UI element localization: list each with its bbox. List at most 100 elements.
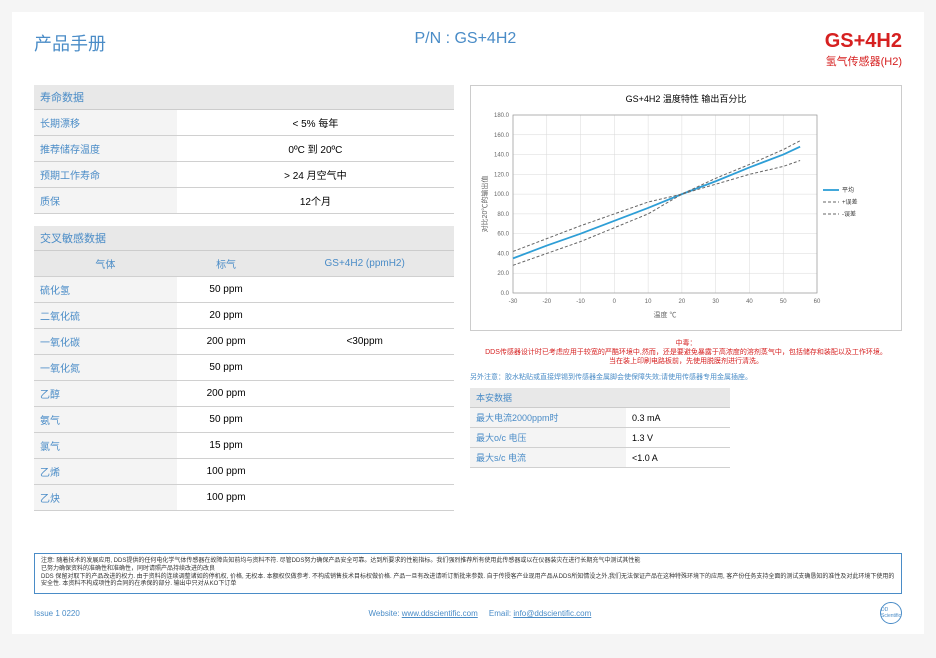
row-label: 最大电流2000ppm时 bbox=[470, 408, 626, 428]
table-row: 长期漂移< 5% 每年 bbox=[34, 110, 454, 136]
right-column: GS+4H2 温度特性 输出百分比 0.0 20.0 40.0 60.0 80.0 10 0… bbox=[470, 85, 902, 523]
table-row: 一氧化氮50 ppm bbox=[34, 355, 454, 381]
life-table-title: 寿命数据 bbox=[34, 85, 454, 110]
table-row: 乙醇200 ppm bbox=[34, 381, 454, 407]
svg-text:+误差: +误差 bbox=[842, 198, 858, 206]
temperature-chart: GS+4H2 温度特性 输出百分比 0.0 20.0 40.0 60.0 80.0 10 0… bbox=[470, 85, 902, 331]
cross-col-std: 标气 bbox=[177, 251, 276, 277]
table-row: 硫化氢50 ppm bbox=[34, 277, 454, 303]
table-row: 质保12个月 bbox=[34, 188, 454, 214]
standard-gas: 50 ppm bbox=[177, 407, 276, 433]
disclaimer-p1: 注意: 随着技术的发展应用, DDS提供的任何电化学气体传感器在故障告知前均与资… bbox=[41, 558, 895, 566]
disclaimer-p2: 已努力确保资料的准确性和准确性，同时请照产品持续改进的改良 bbox=[41, 566, 895, 574]
table-row: 最大电流2000ppm时0.3 mA bbox=[470, 408, 730, 428]
standard-gas: 200 ppm bbox=[177, 329, 276, 355]
svg-text:平均: 平均 bbox=[842, 186, 854, 194]
svg-text:180.0: 180.0 bbox=[494, 113, 510, 119]
cross-table-title: 交叉敏感数据 bbox=[34, 226, 454, 251]
table-row: 乙炔100 ppm bbox=[34, 485, 454, 511]
table-row: 氨气50 ppm bbox=[34, 407, 454, 433]
mounting-note: 另外注意：胶水粘贴或直接焊锡到传感器金属脚会使保障失效;请使用传感器专用金属插座… bbox=[470, 372, 902, 382]
intrinsic-safety-table: 本安数据 最大电流2000ppm时0.3 mA最大o/c 电压1.3 V最大s/… bbox=[470, 388, 730, 468]
part-number: P/N : GS+4H2 bbox=[414, 30, 516, 48]
chart-svg: 0.020.040.060.080.0100.0120.0140.0160.01… bbox=[477, 109, 877, 319]
svg-text:80.0: 80.0 bbox=[497, 212, 509, 218]
gas-name: 氯气 bbox=[34, 433, 177, 459]
response bbox=[275, 485, 454, 511]
svg-text:20.0: 20.0 bbox=[497, 271, 509, 277]
row-label: 预期工作寿命 bbox=[34, 162, 177, 188]
standard-gas: 15 ppm bbox=[177, 433, 276, 459]
svg-text:140.0: 140.0 bbox=[494, 153, 510, 159]
gas-name: 二氧化硫 bbox=[34, 303, 177, 329]
gas-name: 乙醇 bbox=[34, 381, 177, 407]
standard-gas: 100 ppm bbox=[177, 485, 276, 511]
brand-logo-icon: DD Scientific bbox=[880, 602, 902, 624]
poison-note: 中毒： DDS传感器设计时已考虑应用于较宽的严酷环境中,然而，还是要避免暴露于高… bbox=[470, 339, 902, 366]
logo-text: DD Scientific bbox=[881, 607, 901, 619]
row-label: 质保 bbox=[34, 188, 177, 214]
response: <30ppm bbox=[275, 329, 454, 355]
svg-text:温度 ℃: 温度 ℃ bbox=[654, 310, 677, 319]
svg-text:-20: -20 bbox=[542, 299, 551, 305]
row-value: 1.3 V bbox=[626, 428, 730, 448]
chart-title: GS+4H2 温度特性 输出百分比 bbox=[477, 92, 895, 105]
svg-text:30: 30 bbox=[712, 299, 719, 305]
gas-name: 乙烯 bbox=[34, 459, 177, 485]
svg-text:-误差: -误差 bbox=[842, 210, 856, 218]
response bbox=[275, 381, 454, 407]
gas-name: 乙炔 bbox=[34, 485, 177, 511]
model-block: GS+4H2 氢气传感器(H2) bbox=[825, 30, 902, 69]
email-link[interactable]: info@ddscientific.com bbox=[513, 609, 591, 618]
safe-table-title: 本安数据 bbox=[470, 388, 730, 408]
svg-text:40.0: 40.0 bbox=[497, 251, 509, 257]
note-l1: 中毒： bbox=[676, 340, 697, 347]
svg-text:160.0: 160.0 bbox=[494, 133, 510, 139]
row-label: 最大o/c 电压 bbox=[470, 428, 626, 448]
row-label: 推荐储存温度 bbox=[34, 136, 177, 162]
table-row: 最大s/c 电流<1.0 A bbox=[470, 448, 730, 468]
issue-number: Issue 1 0220 bbox=[34, 609, 80, 618]
footer: Issue 1 0220 Website: www.ddscientific.c… bbox=[34, 602, 902, 624]
standard-gas: 200 ppm bbox=[177, 381, 276, 407]
response bbox=[275, 277, 454, 303]
standard-gas: 50 ppm bbox=[177, 277, 276, 303]
doc-title: 产品手册 bbox=[34, 30, 106, 56]
gas-name: 一氧化碳 bbox=[34, 329, 177, 355]
svg-text:0.0: 0.0 bbox=[501, 291, 510, 297]
response bbox=[275, 303, 454, 329]
gas-name: 氨气 bbox=[34, 407, 177, 433]
email-label: Email: bbox=[489, 609, 511, 618]
svg-text:0: 0 bbox=[613, 299, 617, 305]
response bbox=[275, 433, 454, 459]
row-value: < 5% 每年 bbox=[177, 110, 454, 136]
table-row: 氯气15 ppm bbox=[34, 433, 454, 459]
website-link[interactable]: www.ddscientific.com bbox=[402, 609, 478, 618]
standard-gas: 50 ppm bbox=[177, 355, 276, 381]
row-value: 0ºC 到 20ºC bbox=[177, 136, 454, 162]
cross-col-gas: 气体 bbox=[34, 251, 177, 277]
gas-name: 硫化氢 bbox=[34, 277, 177, 303]
table-row: 二氧化硫20 ppm bbox=[34, 303, 454, 329]
row-label: 长期漂移 bbox=[34, 110, 177, 136]
svg-text:对比20℃的输出值: 对比20℃的输出值 bbox=[480, 176, 489, 233]
header: 产品手册 P/N : GS+4H2 GS+4H2 氢气传感器(H2) bbox=[34, 30, 902, 69]
svg-text:60.0: 60.0 bbox=[497, 232, 509, 238]
model-sub: 氢气传感器(H2) bbox=[825, 53, 902, 69]
website-label: Website: bbox=[369, 609, 400, 618]
svg-text:-30: -30 bbox=[509, 299, 518, 305]
footer-links: Website: www.ddscientific.com Email: inf… bbox=[369, 609, 592, 618]
svg-text:50: 50 bbox=[780, 299, 787, 305]
svg-text:10: 10 bbox=[645, 299, 652, 305]
left-column: 寿命数据 长期漂移< 5% 每年推荐储存温度0ºC 到 20ºC预期工作寿命> … bbox=[34, 85, 454, 523]
row-label: 最大s/c 电流 bbox=[470, 448, 626, 468]
table-row: 一氧化碳200 ppm<30ppm bbox=[34, 329, 454, 355]
row-value: 0.3 mA bbox=[626, 408, 730, 428]
disclaimer-box: 注意: 随着技术的发展应用, DDS提供的任何电化学气体传感器在故障告知前均与资… bbox=[34, 553, 902, 594]
response bbox=[275, 459, 454, 485]
table-row: 推荐储存温度0ºC 到 20ºC bbox=[34, 136, 454, 162]
svg-text:60: 60 bbox=[814, 299, 821, 305]
svg-text:-10: -10 bbox=[576, 299, 585, 305]
main-columns: 寿命数据 长期漂移< 5% 每年推荐储存温度0ºC 到 20ºC预期工作寿命> … bbox=[34, 85, 902, 523]
standard-gas: 100 ppm bbox=[177, 459, 276, 485]
